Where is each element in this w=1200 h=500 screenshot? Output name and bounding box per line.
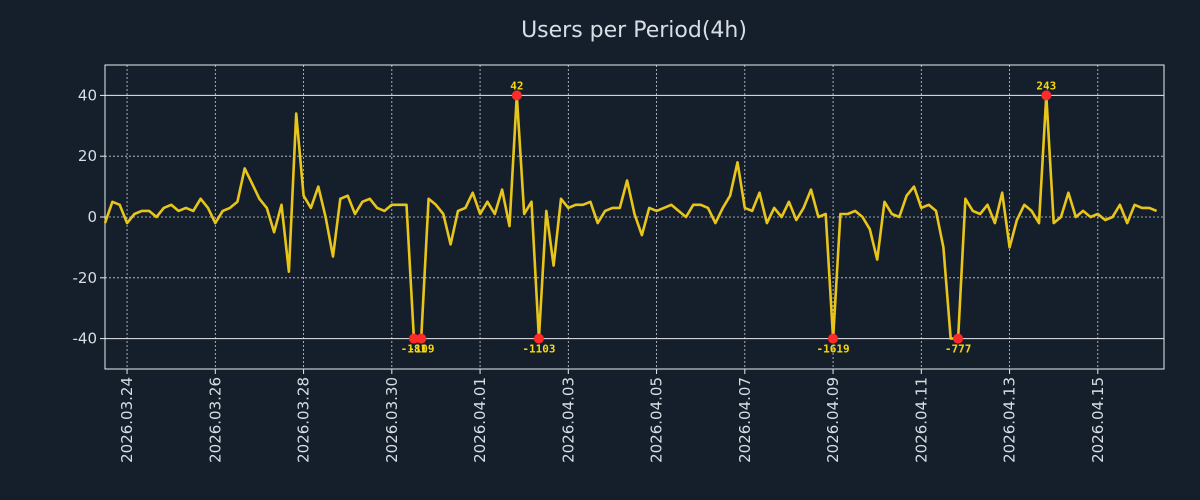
outlier-label: 243 — [1036, 79, 1056, 92]
x-tick-label: 2026.04.07 — [736, 377, 754, 463]
outlier-markers: -181-109 42 -1103 -1619 -777 243 — [401, 79, 1057, 355]
threshold-lines — [105, 94, 1164, 340]
x-tick-label: 2026.03.24 — [118, 377, 136, 463]
outlier-marker — [533, 333, 544, 344]
y-tick-label: 40 — [78, 86, 97, 104]
series-layer — [103, 94, 1158, 340]
x-tick-label: 2026.04.05 — [648, 377, 666, 463]
x-tick-label: 2026.04.13 — [1001, 377, 1019, 463]
x-tick-label: 2026.04.15 — [1089, 377, 1107, 463]
outlier-marker — [828, 333, 839, 344]
outlier-label: -777 — [945, 343, 972, 356]
x-tick-label: 2026.04.11 — [912, 377, 930, 463]
y-tick-label: -40 — [73, 330, 98, 348]
series-line — [103, 94, 1158, 340]
chart-title: Users per Period(4h) — [521, 18, 747, 43]
outlier-marker — [953, 333, 964, 344]
axis-ticks: 40 20 0 -20 -40 2026.03.24 2026.03.26 2026.03.2… — [73, 86, 1107, 462]
x-tick-label: 2026.03.28 — [295, 377, 313, 463]
y-tick-label: 20 — [78, 147, 97, 165]
x-tick-label: 2026.04.09 — [824, 377, 842, 463]
y-tick-label: 0 — [87, 208, 97, 226]
outlier-marker — [416, 333, 427, 344]
outlier-label: -1619 — [817, 343, 850, 356]
x-tick-label: 2026.03.26 — [206, 377, 224, 463]
x-tick-label: 2026.04.01 — [471, 377, 489, 463]
outlier-label: -181 — [401, 343, 428, 356]
outlier-label: -1103 — [522, 343, 555, 356]
y-tick-label: -20 — [73, 269, 98, 287]
outlier-label: 42 — [510, 79, 523, 92]
outlier-label: -109 — [408, 343, 435, 356]
x-tick-label: 2026.04.03 — [559, 377, 577, 463]
outlier-marker — [511, 90, 522, 101]
x-tick-label: 2026.03.30 — [383, 377, 401, 463]
outlier-marker — [408, 333, 419, 344]
outlier-marker — [1041, 90, 1052, 101]
